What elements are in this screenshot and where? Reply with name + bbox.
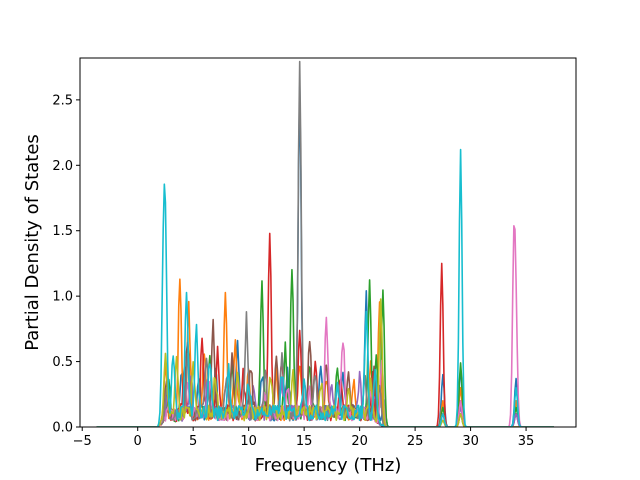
x-tick-label: 5: [189, 434, 197, 449]
series-layer: [96, 60, 554, 427]
plot-frame: [79, 57, 577, 428]
x-tick-label: −5: [73, 434, 92, 449]
y-tick-label: 1.5: [52, 224, 73, 239]
x-tick-label: 20: [351, 434, 368, 449]
y-tick-label: 1.0: [52, 290, 73, 305]
x-tick-label: 25: [407, 434, 424, 449]
y-axis: 0.0 0.5 1.0 1.5 2.0 2.5: [52, 93, 80, 436]
y-tick-label: 2.0: [52, 159, 73, 174]
x-axis-label: Frequency (THz): [255, 455, 402, 476]
x-tick-label: 10: [240, 434, 257, 449]
y-tick-label: 0.0: [52, 421, 73, 436]
series-line-7: [96, 225, 554, 427]
series-line-9: [96, 298, 554, 427]
y-tick-label: 0.5: [52, 355, 73, 370]
x-tick-label: 15: [296, 434, 313, 449]
series-line-10: [96, 148, 554, 427]
x-tick-label: 30: [462, 434, 479, 449]
y-axis-label: Partial Density of States: [22, 134, 43, 351]
x-tick-label: 0: [134, 434, 142, 449]
x-tick-label: 35: [518, 434, 535, 449]
x-axis: −5 0 5 10 15 20 25 30 35: [73, 427, 535, 449]
y-tick-label: 2.5: [52, 93, 73, 108]
